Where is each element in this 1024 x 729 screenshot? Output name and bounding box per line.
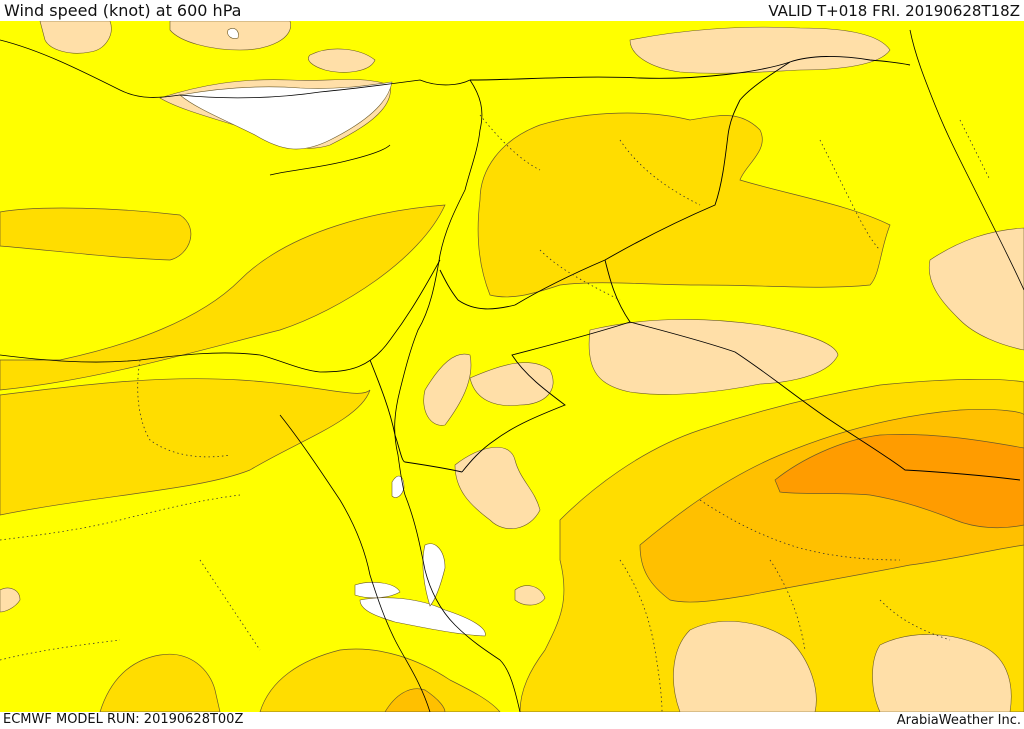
field-gold-west [0, 207, 192, 261]
field-light-south-2 [514, 585, 546, 606]
field-light-arabia [454, 447, 541, 529]
valid-time: VALID T+018 FRI. 20190628T18Z [768, 2, 1020, 20]
field-gold-south [259, 648, 501, 712]
field-white-redsea [359, 597, 486, 637]
field-light-southeast-2 [872, 634, 1012, 712]
field-light-east [928, 227, 1024, 351]
field-orange-light-bottom [384, 688, 446, 712]
field-gold-sinai [0, 204, 446, 516]
wind-speed-map[interactable] [0, 21, 1024, 712]
field-light-top-1 [39, 21, 112, 54]
national-borders [369, 56, 1021, 481]
province-borders [0, 114, 991, 712]
field-light-jordan [588, 319, 839, 395]
field-gold-west-bottom [99, 653, 221, 712]
coastlines [0, 29, 1024, 712]
field-light-southeast [673, 621, 817, 712]
credit-label: ArabiaWeather Inc. [896, 713, 1021, 728]
field-white-small [227, 28, 239, 39]
field-light-turkey-2 [308, 48, 376, 73]
field-white-aqaba [391, 475, 405, 498]
map-title: Wind speed (knot) at 600 hPa [4, 1, 242, 20]
field-light-levant [423, 353, 472, 426]
map-header: Wind speed (knot) at 600 hPa VALID T+018… [0, 0, 1024, 21]
field-light-top-right [629, 26, 891, 74]
field-white-redsea-3 [354, 582, 401, 599]
field-gold-syria [477, 112, 891, 298]
field-light-south-1 [0, 587, 21, 613]
field-white-turkey [179, 81, 393, 150]
map-footer: ECMWF MODEL RUN: 20190628T00Z ArabiaWeat… [0, 712, 1024, 729]
field-white-redsea-2 [422, 543, 446, 607]
model-run-label: ECMWF MODEL RUN: 20190628T00Z [3, 712, 244, 727]
field-orange [774, 434, 1024, 529]
